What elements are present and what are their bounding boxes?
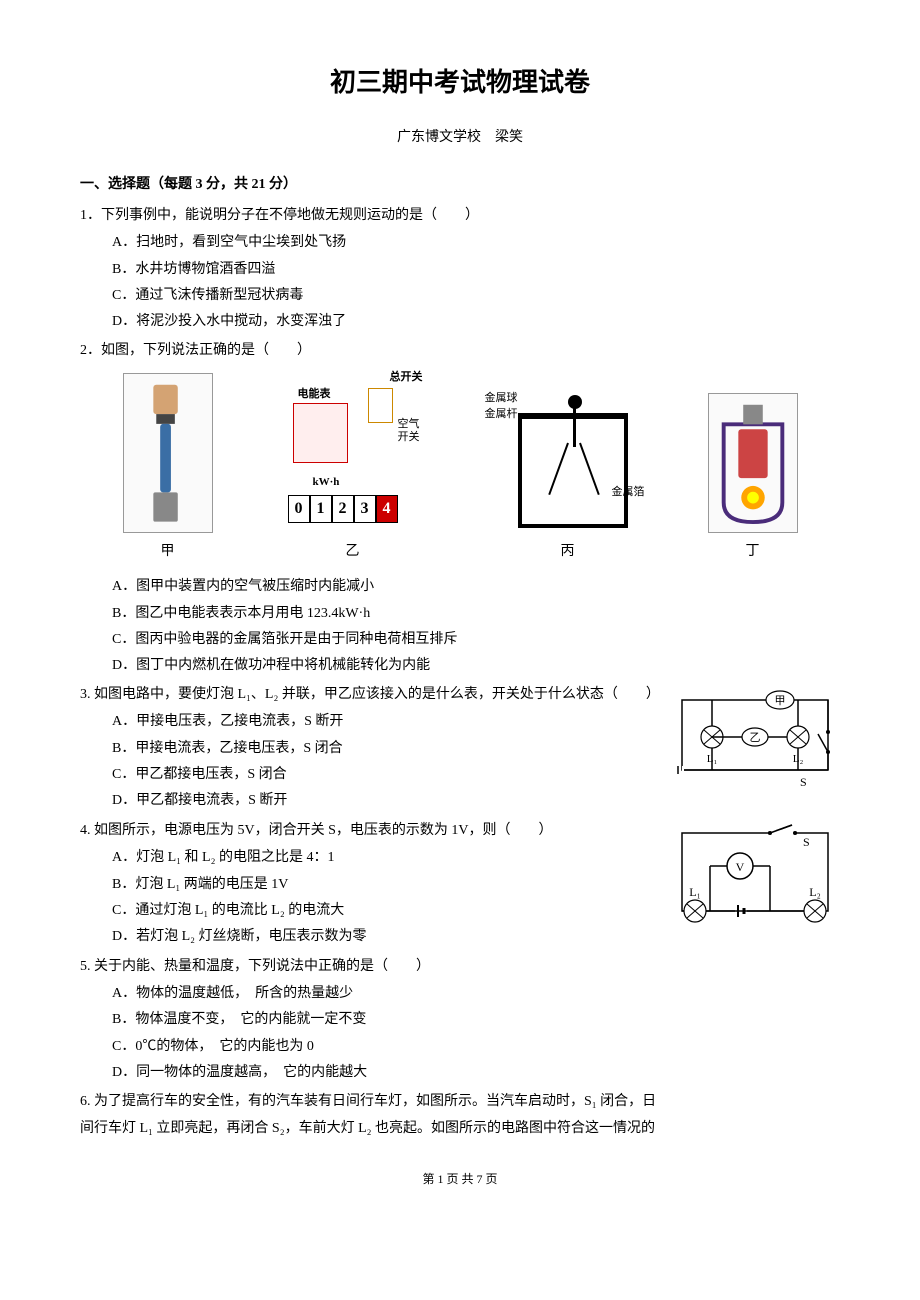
label-metal-rod: 金属杆 [485,405,518,425]
figure-ding: 丁 [708,393,798,564]
figure-ding-image [708,393,798,533]
figure-bing: 金属球 金属杆 金属箔 丙 [493,383,643,564]
q2-option-a: A．图甲中装置内的空气被压缩时内能减小 [112,574,840,599]
q6-text-2: 间行车灯 L₁ 立即亮起，再闭合 S₂，车前大灯 L₂ 也亮起。如图所示的电路图… [80,1116,840,1141]
label-kongqi-kaiguan: 空气 开关 [398,418,420,444]
q1-option-c: C．通过飞沫传播新型冠状病毒 [112,283,840,308]
section-1-header: 一、选择题（每题 3 分，共 21 分） [80,172,840,197]
q4-circuit: S V L₁ L₂ [670,818,840,950]
svg-text:L₂: L₂ [793,753,804,765]
figure-bing-image: 金属球 金属杆 金属箔 [493,383,643,533]
q3-option-b: B．甲接电流表，乙接电压表，S 闭合 [112,736,660,761]
question-1: 1．下列事例中，能说明分子在不停地做无规则运动的是（ ） A．扫地时，看到空气中… [80,203,840,334]
question-6: 6. 为了提高行车的安全性，有的汽车装有日间行车灯，如图所示。当汽车启动时，S₁… [80,1089,840,1141]
q4-option-d: D．若灯泡 L₂ 灯丝烧断，电压表示数为零 [112,924,660,949]
q4-text: 4. 如图所示，电源电压为 5V，闭合开关 S，电压表的示数为 1V，则（ ） [80,818,660,843]
svg-text:L₂: L₂ [809,885,821,899]
meter-box-icon [293,403,348,463]
svg-text:甲: 甲 [775,695,786,707]
q4-circuit-icon: S V L₁ L₂ [670,818,840,928]
svg-text:L₁: L₁ [689,885,701,899]
q3-text: 3. 如图电路中，要使灯泡 L₁、L₂ 并联，甲乙应该接入的是什么表，开关处于什… [80,682,660,707]
meter-digits: 0 1 2 3 4 [288,495,398,523]
subtitle: 广东博文学校 梁笑 [80,125,840,150]
figure-jia-image [123,373,213,533]
label-dianneng-biao: 电能表 [298,385,331,405]
q2-option-c: C．图丙中验电器的金属箔张开是由于同种电荷相互排斥 [112,627,840,652]
q5-option-d: D．同一物体的温度越高， 它的内能越大 [112,1060,840,1085]
q4-option-b: B．灯泡 L₁ 两端的电压是 1V [112,872,660,897]
q5-option-b: B．物体温度不变， 它的内能就一定不变 [112,1007,840,1032]
label-zong-kaiguan: 总开关 [390,368,423,388]
q1-option-a: A．扫地时，看到空气中尘埃到处飞扬 [112,230,840,255]
svg-text:L₁: L₁ [707,753,718,765]
q3-option-a: A．甲接电压表，乙接电流表，S 断开 [112,709,660,734]
q2-option-b: B．图乙中电能表表示本月用电 123.4kW·h [112,601,840,626]
figure-yi-label: 乙 [346,539,360,564]
q6-text-1: 6. 为了提高行车的安全性，有的汽车装有日间行车灯，如图所示。当汽车启动时，S₁… [80,1089,840,1114]
q1-option-d: D．将泥沙投入水中搅动，水变浑浊了 [112,309,840,334]
q1-text: 1．下列事例中，能说明分子在不停地做无规则运动的是（ ） [80,203,840,228]
switch-box-icon [368,388,393,423]
figure-jia-label: 甲 [161,539,175,564]
page-footer: 第 1 页 共 7 页 [80,1169,840,1191]
q3-circuit-icon: 甲 L₁ 乙 L₂ [670,682,840,792]
q4-option-c: C．通过灯泡 L₁ 的电流比 L₂ 的电流大 [112,898,660,923]
question-4: 4. 如图所示，电源电压为 5V，闭合开关 S，电压表的示数为 1V，则（ ） … [80,818,840,950]
figure-jia: 甲 [123,373,213,564]
question-3: 3. 如图电路中，要使灯泡 L₁、L₂ 并联，甲乙应该接入的是什么表，开关处于什… [80,682,840,814]
q5-text: 5. 关于内能、热量和温度，下列说法中正确的是（ ） [80,954,840,979]
q2-figures: 甲 电能表 总开关 空气 开关 kW·h 0 1 2 [80,373,840,564]
electroscope-rod-icon [573,407,576,447]
q5-option-c: C．0℃的物体， 它的内能也为 0 [112,1034,840,1059]
svg-text:S: S [803,835,810,849]
q5-option-a: A．物体的温度越低， 所含的热量越少 [112,981,840,1006]
q3-option-c: C．甲乙都接电压表，S 闭合 [112,762,660,787]
figure-ding-label: 丁 [746,539,760,564]
svg-text:V: V [736,860,745,874]
q2-option-d: D．图丁中内燃机在做功冲程中将机械能转化为内能 [112,653,840,678]
q4-option-a: A．灯泡 L₁ 和 L₂ 的电阻之比是 4：1 [112,845,660,870]
svg-text:S: S [800,775,807,789]
figure-yi-image: 电能表 总开关 空气 开关 kW·h 0 1 2 3 4 [278,373,428,533]
question-2: 2．如图，下列说法正确的是（ ） 甲 电能表 总开关 空气 [80,338,840,678]
svg-text:乙: 乙 [750,731,761,744]
question-5: 5. 关于内能、热量和温度，下列说法中正确的是（ ） A．物体的温度越低， 所含… [80,954,840,1085]
q2-text: 2．如图，下列说法正确的是（ ） [80,338,840,363]
figure-yi: 电能表 总开关 空气 开关 kW·h 0 1 2 3 4 [278,373,428,564]
q3-option-d: D．甲乙都接电流表，S 断开 [112,788,660,813]
q3-circuit: 甲 L₁ 乙 L₂ [670,682,840,814]
unit-kwh: kW·h [313,473,340,493]
figure-bing-label: 丙 [561,539,575,564]
page-title: 初三期中考试物理试卷 [80,60,840,107]
q1-option-b: B．水井坊博物馆酒香四溢 [112,257,840,282]
